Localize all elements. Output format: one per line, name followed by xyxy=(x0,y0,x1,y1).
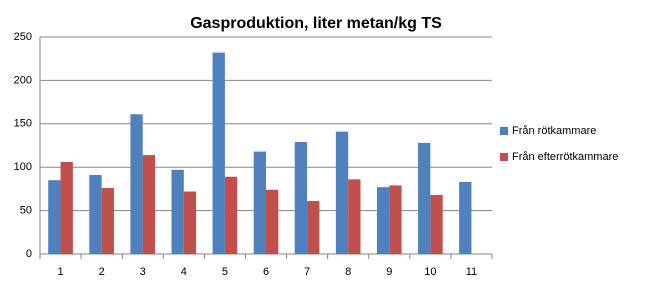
y-tick-label: 150 xyxy=(14,118,32,130)
x-tick-label: 3 xyxy=(140,266,146,278)
bar xyxy=(60,161,73,254)
x-tick-label: 10 xyxy=(424,266,436,278)
x-tick-label: 1 xyxy=(57,266,63,278)
bar xyxy=(266,189,279,254)
legend-swatch xyxy=(500,153,508,161)
y-tick-label: 200 xyxy=(14,74,32,86)
bar xyxy=(389,185,402,254)
bar xyxy=(307,201,320,254)
x-tick-label: 7 xyxy=(304,266,310,278)
bar xyxy=(212,52,225,255)
bar xyxy=(430,194,443,254)
x-tick-label: 5 xyxy=(222,266,228,278)
x-tick-label: 6 xyxy=(263,266,269,278)
x-tick-label: 4 xyxy=(181,266,187,278)
bar xyxy=(376,187,390,254)
bar xyxy=(348,179,361,254)
bar xyxy=(183,191,197,254)
bar xyxy=(101,188,114,254)
bar xyxy=(171,169,184,254)
y-tick-label: 250 xyxy=(14,31,32,43)
y-tick-label: 50 xyxy=(20,205,32,217)
legend-label: Från rötkammare xyxy=(512,125,596,137)
bar xyxy=(459,181,472,254)
bar xyxy=(224,176,238,254)
chart-title: Gasproduktion, liter metan/kg TS xyxy=(190,15,442,32)
x-tick-label: 8 xyxy=(345,266,351,278)
bar xyxy=(418,142,431,254)
bar xyxy=(142,155,156,254)
bar xyxy=(253,151,266,254)
bar xyxy=(335,131,349,254)
legend-swatch xyxy=(500,127,508,135)
x-tick-label: 2 xyxy=(99,266,105,278)
bar xyxy=(130,114,143,254)
x-tick-label: 11 xyxy=(466,266,477,278)
legend-label: Från efterrötkammare xyxy=(512,151,618,163)
y-tick-label: 100 xyxy=(14,161,32,173)
bar xyxy=(48,180,61,254)
bar xyxy=(89,175,102,254)
bar xyxy=(294,142,308,254)
x-tick-label: 9 xyxy=(386,266,392,278)
y-tick-label: 0 xyxy=(26,248,32,260)
